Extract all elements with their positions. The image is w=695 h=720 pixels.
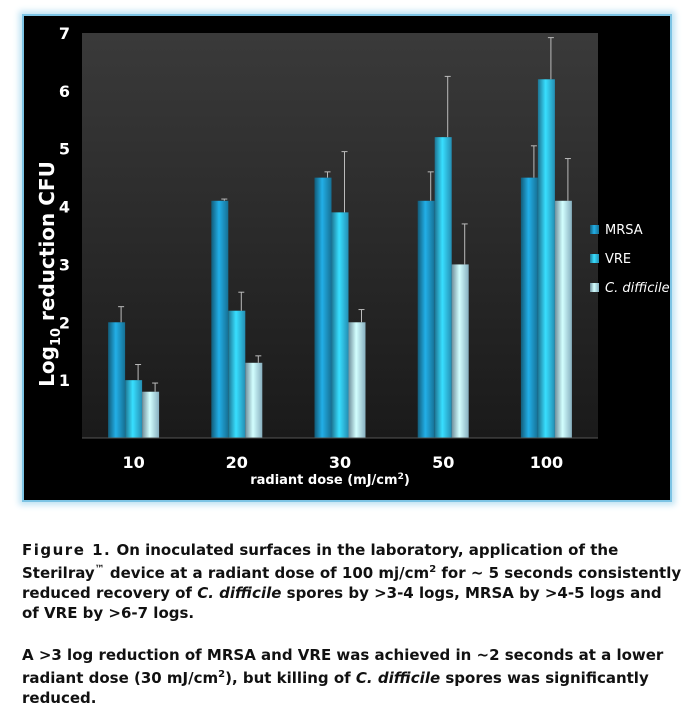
x-axis-label: radiant dose (mJ/cm2) — [250, 472, 410, 488]
bar-c-difficile-50 — [451, 264, 469, 438]
y-tick-label: 5 — [59, 140, 70, 159]
y-axis-label: Log10 reduction CFU — [35, 161, 64, 387]
y-tick-label: 3 — [59, 255, 70, 274]
legend-label: MRSA — [605, 223, 643, 238]
legend-swatch — [590, 283, 599, 292]
x-tick-label: 50 — [432, 453, 454, 472]
bar-mrsa-50 — [417, 200, 435, 438]
legend-label: VRE — [605, 252, 631, 267]
caption-paragraph-1: Figure 1. On inoculated surfaces in the … — [22, 541, 682, 622]
bar-vre-10 — [125, 380, 143, 438]
bar-vre-50 — [434, 137, 452, 438]
bar-c-difficile-10 — [142, 391, 160, 438]
y-tick-label: 4 — [59, 198, 70, 217]
bar-mrsa-20 — [211, 200, 229, 438]
bar-c-difficile-20 — [245, 362, 263, 438]
legend-swatch — [590, 254, 599, 263]
legend-label: C. difficile — [605, 281, 670, 296]
legend-swatch — [590, 225, 599, 234]
y-tick-label: 2 — [59, 313, 70, 332]
x-tick-label: 100 — [530, 453, 563, 472]
bar-mrsa-30 — [314, 177, 332, 438]
bar-mrsa-10 — [108, 322, 126, 438]
bar-vre-100 — [537, 79, 555, 439]
y-tick-label: 6 — [59, 82, 70, 101]
bar-c-difficile-100 — [554, 200, 572, 438]
bar-vre-20 — [228, 310, 246, 438]
y-tick-label: 7 — [59, 24, 70, 43]
y-tick-label: 1 — [59, 371, 70, 390]
bar-c-difficile-30 — [348, 322, 366, 438]
caption-paragraph-2: A >3 log reduction of MRSA and VRE was a… — [22, 646, 664, 707]
x-tick-label: 10 — [122, 453, 144, 472]
x-tick-label: 30 — [329, 453, 351, 472]
bar-vre-30 — [331, 212, 349, 438]
figure-label: Figure 1. — [22, 541, 112, 559]
legend: MRSA VRE C. difficile — [590, 223, 670, 296]
bar-mrsa-100 — [520, 177, 538, 438]
x-tick-label: 20 — [226, 453, 248, 472]
